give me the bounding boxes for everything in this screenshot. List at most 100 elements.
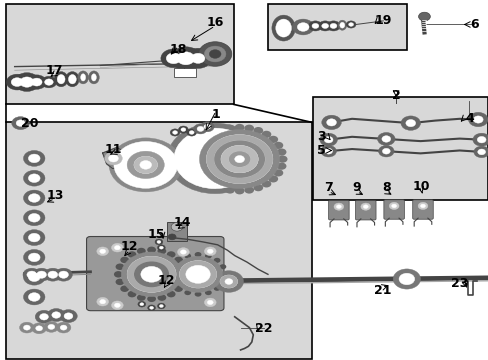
Circle shape xyxy=(134,261,169,287)
Text: 13: 13 xyxy=(46,189,63,202)
Ellipse shape xyxy=(81,74,85,81)
Ellipse shape xyxy=(65,72,79,87)
Circle shape xyxy=(23,150,45,166)
Circle shape xyxy=(244,186,254,194)
Circle shape xyxy=(167,272,174,277)
Circle shape xyxy=(127,151,164,179)
Circle shape xyxy=(121,252,182,297)
Circle shape xyxy=(194,292,201,297)
Circle shape xyxy=(216,127,225,134)
Circle shape xyxy=(28,194,40,202)
Circle shape xyxy=(381,136,390,142)
Circle shape xyxy=(23,325,30,330)
Circle shape xyxy=(196,169,205,176)
Circle shape xyxy=(28,273,40,282)
Circle shape xyxy=(23,230,45,246)
Circle shape xyxy=(324,136,332,143)
Circle shape xyxy=(134,156,157,174)
Circle shape xyxy=(138,301,145,307)
Text: 5: 5 xyxy=(317,144,325,157)
Circle shape xyxy=(35,310,53,323)
Circle shape xyxy=(175,286,182,291)
Circle shape xyxy=(23,269,45,285)
Circle shape xyxy=(213,286,220,291)
Circle shape xyxy=(476,136,485,143)
FancyBboxPatch shape xyxy=(328,201,348,220)
Circle shape xyxy=(40,314,48,320)
Circle shape xyxy=(114,271,122,278)
Text: 10: 10 xyxy=(412,180,429,193)
Circle shape xyxy=(127,256,176,292)
Circle shape xyxy=(196,142,205,149)
Circle shape xyxy=(115,279,124,285)
Circle shape xyxy=(333,203,343,210)
Circle shape xyxy=(170,47,201,70)
Circle shape xyxy=(209,50,221,58)
Circle shape xyxy=(44,79,53,85)
Circle shape xyxy=(159,246,163,249)
Circle shape xyxy=(181,128,185,131)
Circle shape xyxy=(405,120,415,127)
Circle shape xyxy=(120,257,129,263)
Bar xyxy=(312,97,487,200)
Circle shape xyxy=(28,174,40,183)
Circle shape xyxy=(159,305,163,307)
Circle shape xyxy=(179,279,187,285)
Circle shape xyxy=(191,53,204,63)
Text: 8: 8 xyxy=(381,181,390,194)
Circle shape xyxy=(400,116,420,130)
Circle shape xyxy=(214,271,243,292)
Circle shape xyxy=(277,156,287,163)
Circle shape xyxy=(60,310,77,323)
Circle shape xyxy=(169,264,176,269)
Circle shape xyxy=(392,269,420,289)
Ellipse shape xyxy=(57,75,65,84)
Circle shape xyxy=(140,303,143,306)
Circle shape xyxy=(174,128,256,189)
Circle shape xyxy=(348,23,353,26)
Circle shape xyxy=(311,23,318,28)
Circle shape xyxy=(127,291,136,297)
Circle shape xyxy=(184,290,191,295)
Circle shape xyxy=(28,154,40,163)
Circle shape xyxy=(97,297,108,306)
Circle shape xyxy=(185,265,210,283)
Circle shape xyxy=(137,248,145,254)
Circle shape xyxy=(207,300,213,305)
Text: 15: 15 xyxy=(147,228,165,240)
Circle shape xyxy=(234,187,244,194)
Circle shape xyxy=(161,49,186,68)
Circle shape xyxy=(169,279,176,284)
Circle shape xyxy=(220,275,237,288)
Circle shape xyxy=(206,152,224,165)
Circle shape xyxy=(214,140,264,178)
Circle shape xyxy=(11,78,23,86)
Circle shape xyxy=(186,138,243,179)
Circle shape xyxy=(207,131,217,138)
Circle shape xyxy=(224,279,232,284)
Circle shape xyxy=(56,322,71,333)
Text: 20: 20 xyxy=(20,117,38,130)
Circle shape xyxy=(219,264,226,269)
Circle shape xyxy=(180,250,186,254)
Text: 7: 7 xyxy=(324,181,332,194)
FancyBboxPatch shape xyxy=(355,201,375,220)
Circle shape xyxy=(192,148,202,156)
Bar xyxy=(167,222,186,241)
Circle shape xyxy=(147,247,156,253)
Circle shape xyxy=(177,52,194,65)
Circle shape xyxy=(44,268,61,281)
Circle shape xyxy=(27,271,37,278)
Circle shape xyxy=(378,145,393,157)
Circle shape xyxy=(221,145,258,173)
Circle shape xyxy=(204,247,216,256)
Circle shape xyxy=(206,135,272,184)
Circle shape xyxy=(174,128,256,189)
FancyBboxPatch shape xyxy=(383,200,404,219)
Ellipse shape xyxy=(88,71,99,84)
Text: 21: 21 xyxy=(373,284,390,297)
Circle shape xyxy=(189,131,194,134)
Circle shape xyxy=(111,243,123,252)
Circle shape xyxy=(391,204,396,208)
Circle shape xyxy=(28,233,40,242)
